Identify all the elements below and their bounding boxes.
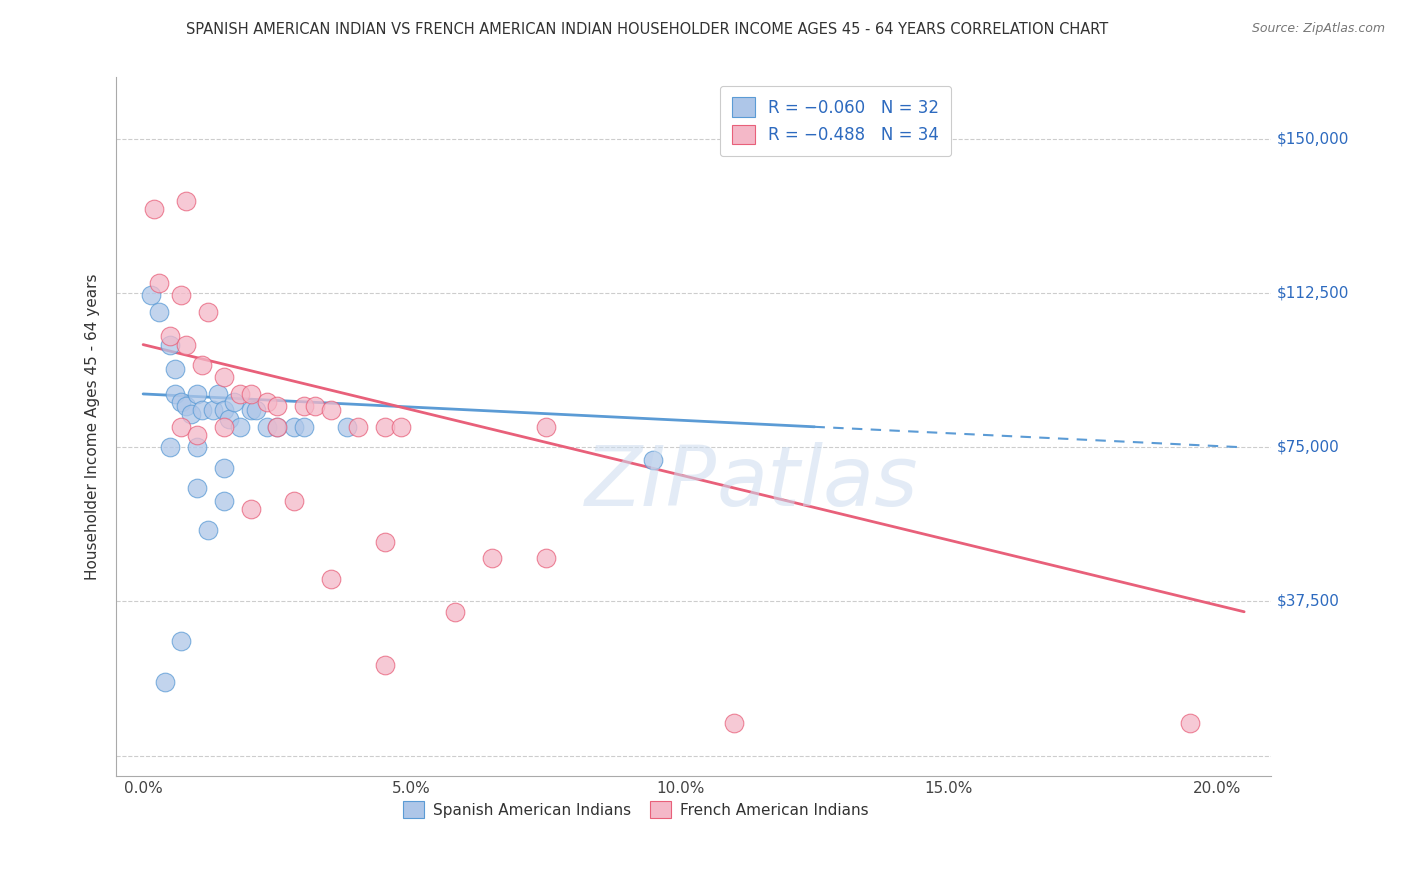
Text: $112,500: $112,500 [1277,285,1350,301]
Point [212,419,235,434]
Point [266,419,288,434]
Point [239,502,262,516]
Point [212,493,235,508]
Point [224,395,246,409]
Point [218,411,240,425]
Point [174,194,197,208]
Point [283,493,305,508]
Point [186,482,208,496]
Point [239,403,262,417]
Point [159,329,181,343]
Point [197,304,219,318]
Point [191,358,214,372]
Point [159,337,181,351]
Text: $37,500: $37,500 [1277,594,1340,609]
Point [347,419,370,434]
Y-axis label: Householder Income Ages 45 - 64 years: Householder Income Ages 45 - 64 years [86,274,100,580]
Point [319,572,342,586]
Point [148,304,170,318]
Point [336,419,359,434]
Point [266,419,288,434]
Point [142,202,165,216]
Point [374,419,396,434]
Point [165,387,187,401]
Point [239,387,262,401]
Point [643,452,665,467]
Point [153,674,176,689]
Point [165,362,187,376]
Point [186,441,208,455]
Point [148,276,170,290]
Text: $75,000: $75,000 [1277,440,1340,455]
Point [283,419,305,434]
Point [723,715,745,730]
Point [374,535,396,549]
Text: ZIP: ZIP [585,442,717,524]
Point [212,461,235,475]
Point [481,551,503,566]
Point [212,370,235,384]
Point [170,288,193,302]
Point [256,395,278,409]
Point [374,658,396,673]
Point [319,403,342,417]
Point [266,399,288,413]
Point [207,387,229,401]
Point [186,387,208,401]
Point [170,633,193,648]
Point [141,288,163,302]
Text: atlas: atlas [717,442,918,524]
Point [180,408,202,422]
Point [229,387,252,401]
Point [174,399,197,413]
Point [245,403,267,417]
Point [534,419,557,434]
Text: SPANISH AMERICAN INDIAN VS FRENCH AMERICAN INDIAN HOUSEHOLDER INCOME AGES 45 - 6: SPANISH AMERICAN INDIAN VS FRENCH AMERIC… [186,22,1108,37]
Point [1180,715,1202,730]
Point [292,399,315,413]
Point [174,337,197,351]
Point [201,403,224,417]
Point [534,551,557,566]
Point [304,399,326,413]
Point [191,403,214,417]
Point [197,523,219,537]
Point [186,428,208,442]
Point [170,419,193,434]
Legend: Spanish American Indians, French American Indians: Spanish American Indians, French America… [396,795,875,824]
Point [159,441,181,455]
Point [170,395,193,409]
Point [443,605,465,619]
Point [212,403,235,417]
Point [389,419,412,434]
Point [292,419,315,434]
Point [229,419,252,434]
Point [256,419,278,434]
Text: Source: ZipAtlas.com: Source: ZipAtlas.com [1251,22,1385,36]
Text: $150,000: $150,000 [1277,132,1350,146]
